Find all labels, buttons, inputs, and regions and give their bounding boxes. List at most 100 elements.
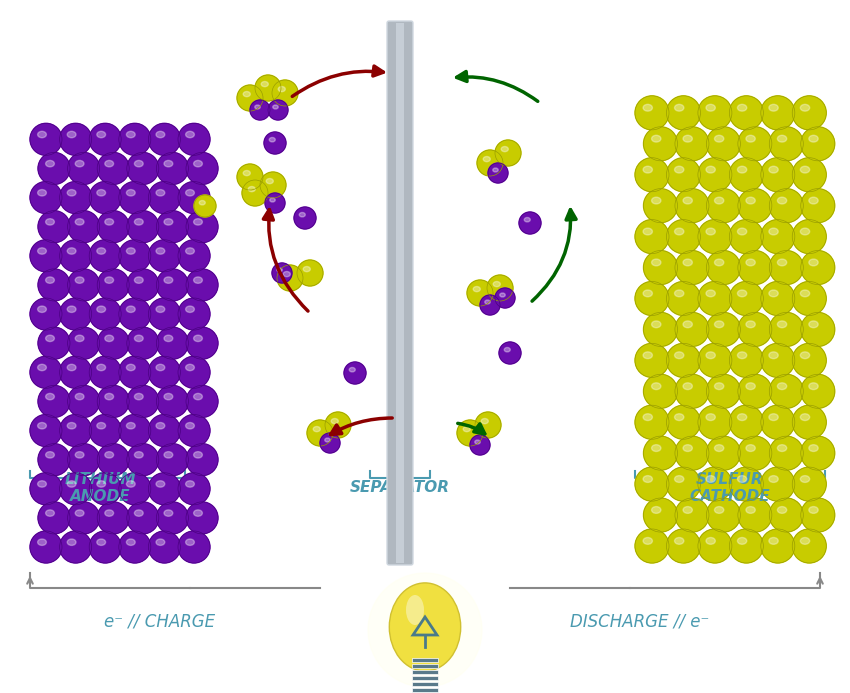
Circle shape — [706, 188, 740, 222]
Circle shape — [635, 467, 669, 501]
Circle shape — [186, 269, 218, 301]
Circle shape — [470, 435, 490, 455]
Ellipse shape — [277, 268, 282, 272]
Ellipse shape — [46, 335, 54, 342]
Circle shape — [643, 498, 677, 532]
Circle shape — [68, 211, 99, 243]
Ellipse shape — [809, 507, 819, 514]
Circle shape — [643, 374, 677, 408]
Circle shape — [178, 531, 210, 563]
Circle shape — [255, 75, 281, 101]
Ellipse shape — [738, 228, 747, 235]
Circle shape — [156, 502, 189, 534]
Ellipse shape — [652, 507, 661, 514]
Ellipse shape — [185, 248, 195, 254]
Ellipse shape — [746, 198, 756, 204]
Ellipse shape — [683, 259, 693, 266]
Circle shape — [149, 356, 180, 388]
Circle shape — [675, 188, 709, 222]
Ellipse shape — [475, 440, 480, 444]
Circle shape — [675, 436, 709, 470]
Ellipse shape — [269, 137, 275, 142]
Circle shape — [698, 281, 732, 315]
Ellipse shape — [675, 414, 684, 421]
Ellipse shape — [738, 105, 747, 111]
Ellipse shape — [97, 423, 105, 429]
Ellipse shape — [156, 365, 165, 371]
Ellipse shape — [483, 157, 490, 161]
Ellipse shape — [406, 595, 424, 625]
Ellipse shape — [75, 277, 84, 283]
Circle shape — [792, 529, 826, 563]
Ellipse shape — [164, 335, 173, 342]
Circle shape — [643, 436, 677, 470]
Ellipse shape — [683, 321, 693, 328]
Ellipse shape — [105, 510, 114, 516]
Circle shape — [801, 498, 835, 532]
Ellipse shape — [715, 445, 724, 451]
Circle shape — [666, 405, 700, 439]
Ellipse shape — [715, 198, 724, 204]
Ellipse shape — [643, 166, 653, 173]
Ellipse shape — [706, 538, 716, 544]
Ellipse shape — [127, 539, 135, 545]
Circle shape — [272, 263, 292, 283]
FancyArrowPatch shape — [292, 66, 383, 96]
Circle shape — [706, 313, 740, 346]
Ellipse shape — [675, 228, 684, 235]
Ellipse shape — [37, 423, 47, 429]
Text: SEPARATOR: SEPARATOR — [350, 480, 450, 495]
Ellipse shape — [278, 87, 286, 91]
Ellipse shape — [194, 335, 202, 342]
Circle shape — [675, 498, 709, 532]
Ellipse shape — [255, 105, 260, 109]
Ellipse shape — [683, 135, 693, 142]
Ellipse shape — [194, 394, 202, 400]
Ellipse shape — [778, 259, 787, 266]
Ellipse shape — [127, 365, 135, 371]
Ellipse shape — [105, 161, 114, 167]
Circle shape — [706, 251, 740, 285]
Ellipse shape — [67, 423, 76, 429]
Ellipse shape — [194, 452, 202, 458]
Circle shape — [89, 182, 122, 213]
Ellipse shape — [524, 218, 530, 222]
Circle shape — [119, 473, 150, 505]
Ellipse shape — [325, 438, 331, 442]
Ellipse shape — [809, 445, 819, 451]
Ellipse shape — [652, 321, 661, 328]
Ellipse shape — [463, 426, 470, 432]
Ellipse shape — [105, 219, 114, 225]
Circle shape — [119, 531, 150, 563]
Circle shape — [801, 127, 835, 161]
Circle shape — [178, 240, 210, 272]
Ellipse shape — [778, 445, 787, 451]
Ellipse shape — [746, 507, 756, 514]
Circle shape — [186, 211, 218, 243]
Circle shape — [89, 123, 122, 155]
Ellipse shape — [134, 335, 143, 342]
Ellipse shape — [652, 198, 661, 204]
Ellipse shape — [769, 228, 779, 235]
Circle shape — [769, 374, 803, 408]
Ellipse shape — [809, 198, 819, 204]
Ellipse shape — [738, 475, 747, 482]
Ellipse shape — [134, 510, 143, 516]
FancyArrowPatch shape — [458, 423, 484, 434]
Circle shape — [294, 207, 316, 229]
Circle shape — [706, 127, 740, 161]
Circle shape — [60, 356, 92, 388]
Circle shape — [675, 127, 709, 161]
Circle shape — [268, 100, 288, 120]
Circle shape — [666, 158, 700, 192]
Ellipse shape — [683, 383, 693, 389]
FancyArrowPatch shape — [456, 71, 538, 101]
Ellipse shape — [643, 414, 653, 421]
Text: SULFUR
CATHODE: SULFUR CATHODE — [689, 472, 770, 505]
Circle shape — [519, 212, 541, 234]
Circle shape — [89, 473, 122, 505]
Circle shape — [119, 240, 150, 272]
Ellipse shape — [801, 290, 810, 297]
Circle shape — [264, 132, 286, 154]
Circle shape — [260, 172, 286, 198]
